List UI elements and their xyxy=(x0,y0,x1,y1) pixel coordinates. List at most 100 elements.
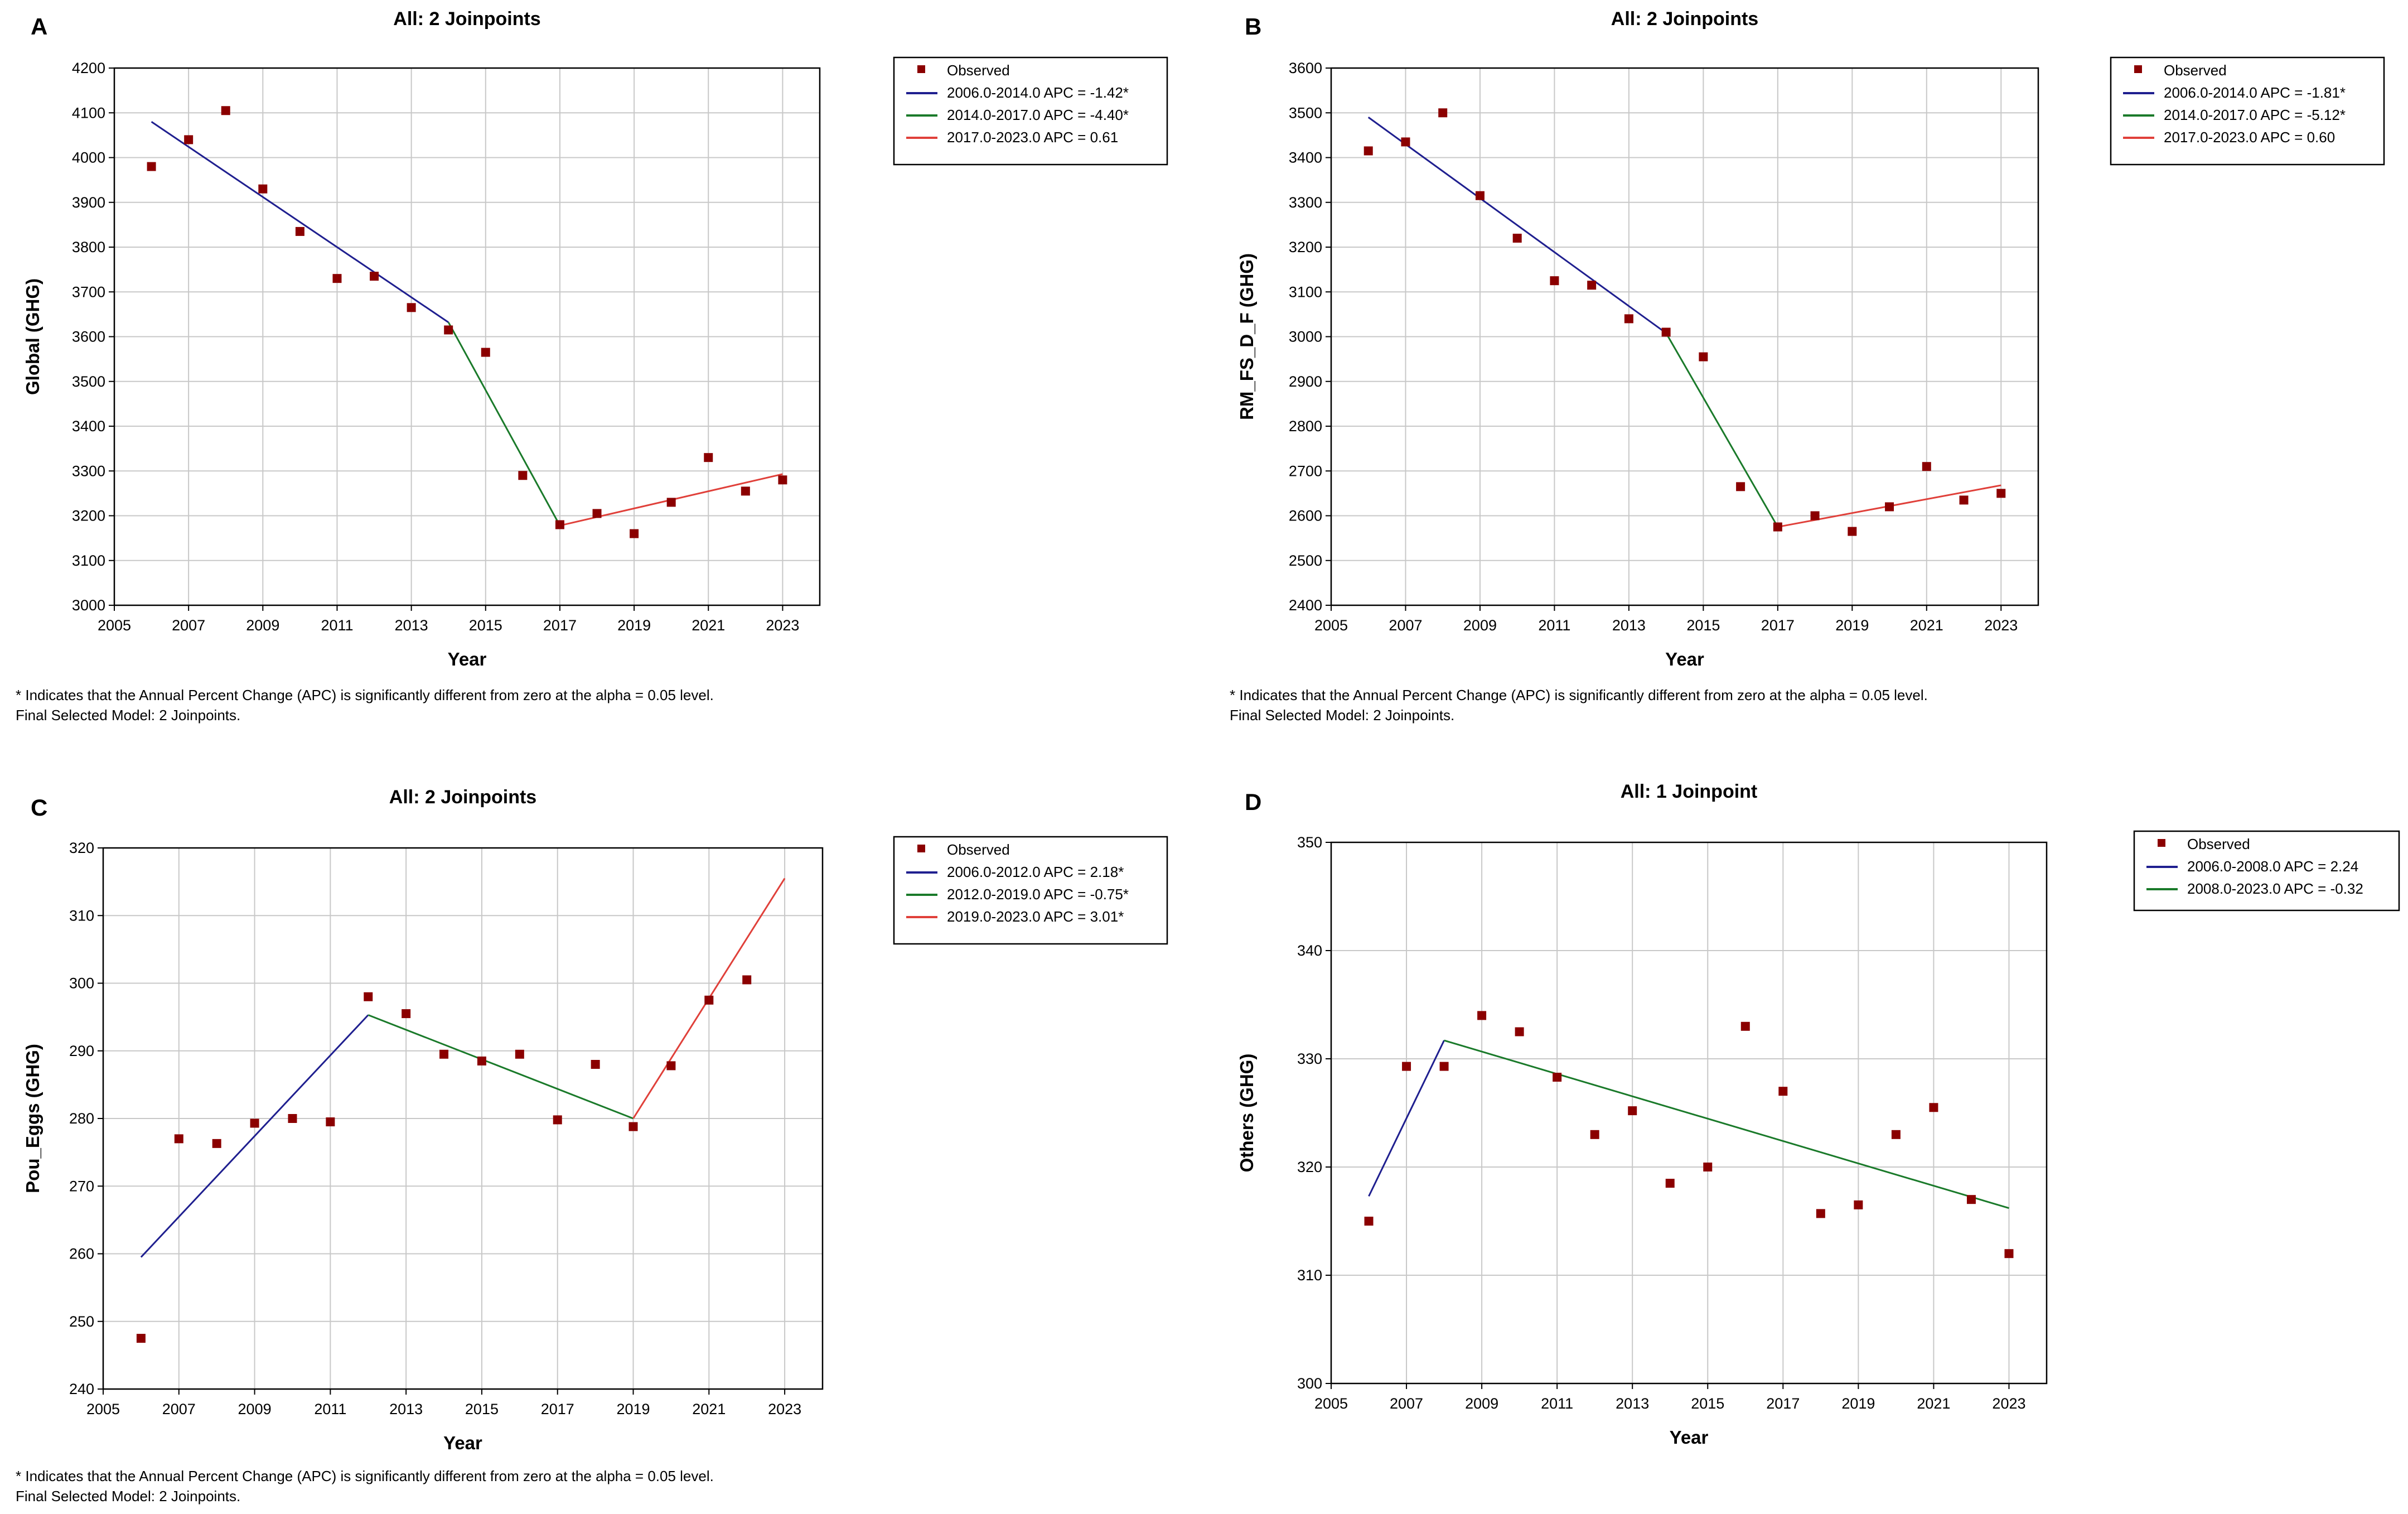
observed-point xyxy=(402,1009,411,1019)
y-tick-label: 3100 xyxy=(1289,283,1322,300)
observed-point xyxy=(1922,462,1931,471)
observed-point xyxy=(1773,522,1782,532)
y-tick-label: 3800 xyxy=(72,239,105,255)
observed-point xyxy=(1665,1179,1675,1188)
footnote-significance: * Indicates that the Annual Percent Chan… xyxy=(16,1468,714,1484)
x-tick-label: 2021 xyxy=(1910,617,1943,634)
observed-point xyxy=(1966,1195,1976,1204)
x-tick-label: 2017 xyxy=(1766,1395,1800,1412)
y-tick-label: 310 xyxy=(1297,1267,1322,1284)
x-tick-label: 2023 xyxy=(1992,1395,2025,1412)
panel-d: D All: 1 Joinpoint 2005 2007 2009 2011 2013 201… xyxy=(1236,781,2400,1448)
x-tick-label: 2021 xyxy=(1917,1395,1950,1412)
segment-line-2 xyxy=(1665,332,1779,528)
grid xyxy=(114,67,820,606)
y-tick-label: 3600 xyxy=(72,329,105,345)
observed-point xyxy=(1512,233,1522,243)
observed-point xyxy=(515,1049,524,1059)
observed-point xyxy=(477,1056,486,1065)
observed-point xyxy=(1624,314,1633,324)
segment-line-1 xyxy=(1368,1040,1445,1197)
x-tick-label: 2007 xyxy=(1389,617,1422,634)
observed-point xyxy=(1816,1209,1825,1218)
observed-point xyxy=(212,1139,221,1148)
y-tick-label: 320 xyxy=(69,840,94,856)
segment-line-2 xyxy=(447,322,561,526)
segment-line-1 xyxy=(1367,117,1667,334)
observed-point xyxy=(1740,1021,1750,1031)
y-tick-label: 300 xyxy=(1297,1375,1322,1392)
x-tick-label: 2019 xyxy=(617,617,651,634)
legend-box xyxy=(893,836,1168,945)
observed-point xyxy=(1628,1106,1637,1116)
observed-point xyxy=(1810,511,1820,520)
observed-point xyxy=(481,348,490,357)
panel-c: C All: 2 Joinpoints 2005 2007 2009 2011 2013 20… xyxy=(16,787,1168,1505)
observed-point xyxy=(1364,1217,1374,1226)
observed-point xyxy=(1439,1062,1449,1071)
x-axis-label: Year xyxy=(448,649,487,669)
observed-point xyxy=(630,529,639,538)
legend-label-3: 2019.0-2023.0 APC = 3.01* xyxy=(947,908,1124,925)
y-tick-label: 320 xyxy=(1297,1159,1322,1175)
panel-letter: B xyxy=(1245,13,1261,40)
x-tick-label: 2005 xyxy=(1314,617,1348,634)
y-tick-label: 4200 xyxy=(72,60,105,76)
y-tick-label: 300 xyxy=(69,975,94,992)
panel-letter: D xyxy=(1245,789,1261,815)
observed-point xyxy=(704,995,714,1005)
y-tick-label: 4000 xyxy=(72,150,105,166)
chart-title: All: 2 Joinpoints xyxy=(389,787,536,808)
x-tick-label: 2023 xyxy=(768,1401,801,1417)
observed-point xyxy=(326,1117,335,1127)
x-tick-label: 2019 xyxy=(616,1401,650,1417)
x-tick-label: 2015 xyxy=(1691,1395,1724,1412)
observed-point xyxy=(1553,1072,1562,1082)
y-tick-label: 330 xyxy=(1297,1050,1322,1067)
y-tick-label: 2400 xyxy=(1289,597,1322,614)
observed-point xyxy=(1661,327,1671,337)
x-tick-label: 2005 xyxy=(98,617,131,634)
y-tick-label: 350 xyxy=(1297,834,1322,851)
observed-point xyxy=(250,1118,259,1128)
legend-observed-label: Observed xyxy=(2164,62,2227,79)
observed-point xyxy=(1996,489,2006,498)
panel-b: B All: 2 Joinpoints 2005 2007 2009 2011 2013 20… xyxy=(1230,8,2385,724)
observed-point xyxy=(1515,1027,1524,1036)
y-tick-label: 3900 xyxy=(72,194,105,211)
x-tick-label: 2013 xyxy=(395,617,428,634)
y-tick-label: 3200 xyxy=(1289,239,1322,255)
observed-point xyxy=(444,325,453,335)
legend-observed-marker xyxy=(2134,65,2142,73)
legend-observed-marker xyxy=(2158,839,2165,847)
legend-observed-marker xyxy=(917,845,925,852)
legend: Observed 2006.0-2014.0 APC = -1.42* 2014.0… xyxy=(893,56,1168,166)
x-axis-label: Year xyxy=(1665,649,1704,669)
footnote-model: Final Selected Model: 2 Joinpoints. xyxy=(16,707,240,724)
x-tick-label: 2019 xyxy=(1835,617,1869,634)
y-axis-label: RM_FS_D_F (GHG) xyxy=(1236,253,1257,420)
observed-point xyxy=(592,509,602,518)
observed-point xyxy=(704,453,713,462)
y-tick-label: 2700 xyxy=(1289,462,1322,479)
segment-line-2 xyxy=(368,1014,634,1120)
observed-point xyxy=(1590,1130,1599,1139)
observed-point xyxy=(1475,191,1485,200)
observed-point xyxy=(1703,1163,1713,1171)
observed-point xyxy=(1401,137,1410,147)
legend-observed-label: Observed xyxy=(947,841,1010,858)
segment-line-2 xyxy=(1444,1039,2009,1209)
legend-label-2: 2014.0-2017.0 APC = -4.40* xyxy=(947,107,1129,123)
x-tick-label: 2011 xyxy=(1541,1395,1573,1412)
y-tick-label: 260 xyxy=(69,1246,94,1262)
panel-letter: C xyxy=(31,794,47,821)
observed-point xyxy=(2004,1249,2014,1259)
x-tick-label: 2009 xyxy=(1465,1395,1498,1412)
observed-point xyxy=(591,1060,600,1069)
legend-label-2: 2008.0-2023.0 APC = -0.32 xyxy=(2187,880,2363,897)
legend-box xyxy=(2133,830,2400,912)
x-tick-label: 2011 xyxy=(321,617,353,634)
legend-observed-label: Observed xyxy=(947,62,1010,79)
